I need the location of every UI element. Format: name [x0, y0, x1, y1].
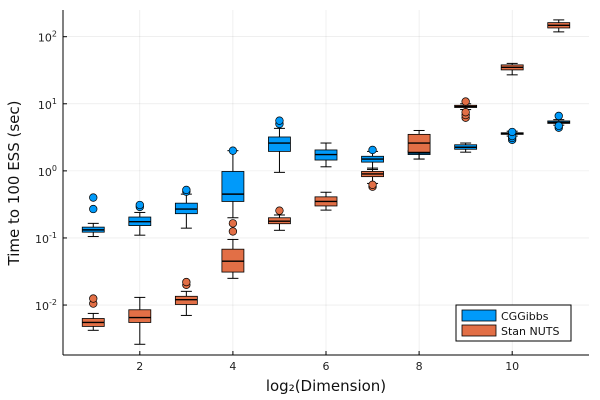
- outlier-point: [275, 206, 284, 215]
- outlier-point: [89, 193, 98, 202]
- box-cggibbs-x6: [314, 142, 338, 168]
- outlier-point: [461, 97, 470, 106]
- box-stan-nuts-x10: [500, 62, 524, 76]
- outlier-point: [228, 227, 238, 236]
- box-cggibbs-x11: [547, 111, 571, 132]
- box-stan-nuts-x2: [128, 296, 152, 345]
- x-tick-label: 4: [229, 360, 236, 373]
- series-stan-nuts: [81, 19, 571, 345]
- outlier-point: [89, 294, 98, 303]
- x-tick-label: 8: [416, 360, 423, 373]
- outlier-point: [228, 219, 238, 228]
- box-cggibbs-x9: [454, 142, 478, 153]
- legend-label-cggibbs: CGGibbs: [501, 310, 549, 323]
- box-stan-nuts-x7: [361, 167, 384, 191]
- box-cggibbs-x3: [174, 185, 198, 229]
- outlier-point: [368, 180, 377, 189]
- outlier-point: [368, 145, 377, 155]
- box-cggibbs-x1: [81, 193, 105, 238]
- box-stan-nuts-x4: [221, 219, 245, 279]
- box-cggibbs-x2: [128, 200, 152, 236]
- outlier-point: [554, 121, 563, 130]
- box-cggibbs-x10: [500, 127, 524, 144]
- box-stan-nuts-x11: [547, 19, 571, 33]
- outlier-point: [508, 127, 517, 137]
- box-stan-nuts-x6: [314, 191, 338, 211]
- outlier-point: [182, 185, 191, 195]
- legend-label-stan-nuts: Stan NUTS: [501, 325, 560, 338]
- outlier-point: [182, 277, 191, 287]
- box-iqr: [221, 171, 245, 202]
- tick-labels: 2 4 6 8 10 10-2 10-1 100 101 102: [35, 30, 519, 373]
- x-axis-label: log₂(Dimension): [266, 377, 386, 395]
- outlier-point: [89, 204, 98, 214]
- box-stan-nuts-x9: [454, 97, 478, 122]
- legend-swatch-stan-nuts: [461, 324, 497, 337]
- outlier-point: [275, 116, 284, 125]
- y-tick-label: 102: [38, 30, 57, 45]
- y-tick-label: 10-1: [35, 231, 57, 246]
- box-iqr: [128, 309, 152, 323]
- x-tick-label: 10: [505, 360, 519, 373]
- box-cggibbs-x4: [221, 146, 245, 219]
- outlier-point: [461, 108, 470, 117]
- box-stan-nuts-x5: [268, 206, 291, 231]
- legend-swatch-cggibbs: [461, 309, 497, 322]
- x-tick-label: 6: [323, 360, 330, 373]
- y-tick-label: 10-2: [35, 298, 57, 313]
- legend: CGGibbs Stan NUTS: [455, 304, 572, 342]
- box-cggibbs-x7: [361, 145, 384, 170]
- box-cggibbs-x5: [268, 116, 291, 173]
- x-tick-label: 2: [136, 360, 143, 373]
- box-stan-nuts-x1: [81, 294, 105, 331]
- outlier-point: [135, 200, 144, 210]
- box-iqr: [268, 136, 291, 152]
- y-axis-label: Time to 100 ESS (sec): [5, 101, 23, 267]
- box-stan-nuts-x8: [407, 129, 431, 160]
- box-stan-nuts-x3: [174, 277, 198, 316]
- outlier-point: [554, 111, 563, 121]
- outlier-point: [228, 146, 238, 155]
- plot-series: [81, 19, 571, 345]
- y-tick-label: 101: [38, 97, 57, 112]
- grid-lines: [63, 10, 589, 355]
- y-tick-label: 100: [38, 164, 57, 179]
